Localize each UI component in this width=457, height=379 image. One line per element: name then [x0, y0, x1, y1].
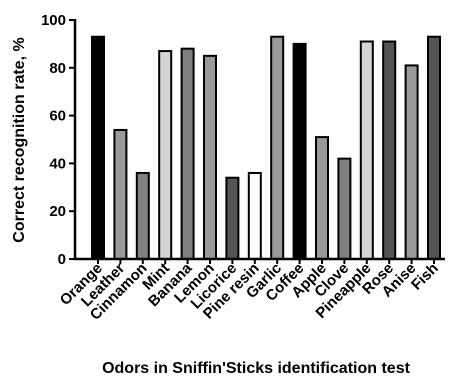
bar-apple [315, 136, 329, 260]
y-tick-label: 60 [49, 108, 66, 125]
bar-pineapple [359, 40, 374, 261]
bar-coffee [292, 42, 307, 261]
bar-pine-resin [247, 171, 262, 261]
bar-clove [337, 157, 352, 260]
y-tick-label: 80 [49, 60, 66, 77]
bar-mint [158, 50, 173, 260]
bar-fish [427, 35, 441, 261]
bar-cinnamon [135, 171, 150, 261]
bar-rose [382, 40, 397, 261]
y-axis-title: Correct recognition rate, % [11, 37, 28, 242]
bar-banana [180, 47, 195, 261]
bar-leather [113, 128, 128, 260]
y-tick-label: 20 [49, 203, 66, 220]
y-tick-label: 40 [49, 155, 66, 172]
y-tick-label: 0 [58, 251, 66, 268]
bar-garlic [270, 35, 285, 261]
x-tick-label: Fish [408, 260, 442, 294]
x-axis-ticks: OrangeLeatherCinnamonMintBananaLemonLico… [57, 259, 442, 324]
y-tick-label: 100 [41, 12, 66, 29]
bar-orange [91, 35, 105, 261]
bar-anise [404, 64, 419, 260]
bar-lemon [203, 54, 217, 260]
x-axis-title: Odors in Sniffin'Sticks identification t… [102, 360, 411, 377]
bar-licorice [225, 176, 240, 261]
y-axis-ticks: 0 20 40 60 80 100 [41, 12, 75, 268]
bars-group [91, 35, 441, 261]
